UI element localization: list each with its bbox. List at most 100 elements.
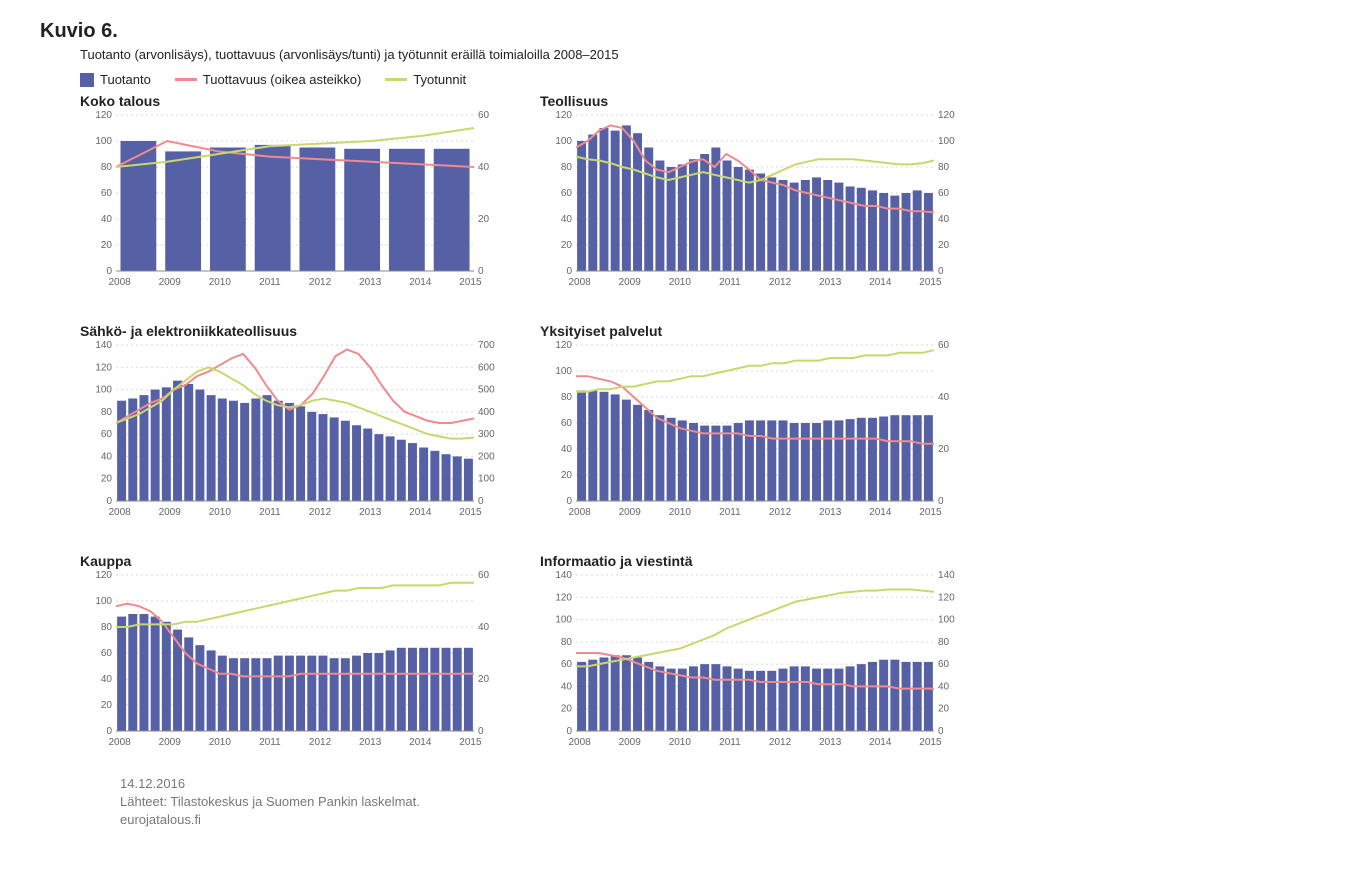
svg-text:0: 0 xyxy=(566,496,572,507)
svg-text:60: 60 xyxy=(478,111,490,121)
svg-text:120: 120 xyxy=(95,571,112,581)
svg-text:2010: 2010 xyxy=(209,737,232,748)
svg-text:60: 60 xyxy=(478,571,490,581)
svg-text:2012: 2012 xyxy=(309,277,332,288)
svg-text:20: 20 xyxy=(938,704,950,715)
chart-title-sahko: Sähkö- ja elektroniikkateollisuus xyxy=(80,323,510,339)
legend-line2-swatch xyxy=(385,78,407,81)
svg-text:2014: 2014 xyxy=(869,737,892,748)
svg-text:2011: 2011 xyxy=(259,507,281,518)
chart-title-kauppa: Kauppa xyxy=(80,553,510,569)
svg-text:60: 60 xyxy=(561,188,573,199)
svg-text:20: 20 xyxy=(938,240,950,251)
chart-kauppa: Kauppa 020406080100120020406020082009201… xyxy=(80,553,510,763)
svg-text:2011: 2011 xyxy=(259,737,281,748)
svg-text:2010: 2010 xyxy=(669,277,692,288)
svg-text:0: 0 xyxy=(566,266,572,277)
svg-text:2012: 2012 xyxy=(309,507,332,518)
svg-text:2011: 2011 xyxy=(719,507,741,518)
svg-text:40: 40 xyxy=(561,444,573,455)
svg-text:20: 20 xyxy=(561,240,573,251)
svg-text:80: 80 xyxy=(101,162,113,173)
svg-text:2010: 2010 xyxy=(669,737,692,748)
footer-site: eurojatalous.fi xyxy=(120,811,1308,829)
svg-text:40: 40 xyxy=(938,681,950,692)
chart-title-teollisuus: Teollisuus xyxy=(540,93,970,109)
svg-text:100: 100 xyxy=(555,615,572,626)
svg-text:0: 0 xyxy=(478,726,484,737)
svg-text:20: 20 xyxy=(478,674,490,685)
svg-text:200: 200 xyxy=(478,451,495,462)
svg-text:2008: 2008 xyxy=(108,277,131,288)
chart-sahko: Sähkö- ja elektroniikkateollisuus 020406… xyxy=(80,323,510,533)
svg-text:2008: 2008 xyxy=(108,507,131,518)
svg-text:60: 60 xyxy=(101,429,113,440)
svg-text:80: 80 xyxy=(561,162,573,173)
svg-text:2011: 2011 xyxy=(719,737,741,748)
legend-bar-swatch xyxy=(80,73,94,87)
charts-grid: Koko talous 0 20 40 60 80 100 120 0 20 40 60 2008 20… xyxy=(80,93,1308,763)
svg-text:80: 80 xyxy=(938,637,950,648)
svg-text:120: 120 xyxy=(95,362,112,373)
svg-text:2008: 2008 xyxy=(568,737,591,748)
svg-text:140: 140 xyxy=(938,571,955,581)
svg-text:120: 120 xyxy=(938,111,955,121)
svg-text:80: 80 xyxy=(101,407,113,418)
svg-text:80: 80 xyxy=(101,622,113,633)
svg-text:0: 0 xyxy=(106,266,112,277)
svg-text:120: 120 xyxy=(95,111,112,121)
svg-text:2009: 2009 xyxy=(159,277,182,288)
chart-palvelut: Yksityiset palvelut 02040608010012002040… xyxy=(540,323,970,533)
svg-text:40: 40 xyxy=(478,162,490,173)
chart-title-palvelut: Yksityiset palvelut xyxy=(540,323,970,339)
svg-text:300: 300 xyxy=(478,429,495,440)
chart-svg-teollisuus: 0204060801001200204060801001202008200920… xyxy=(540,111,970,291)
svg-text:20: 20 xyxy=(561,704,573,715)
svg-text:100: 100 xyxy=(555,136,572,147)
svg-text:100: 100 xyxy=(938,615,955,626)
svg-text:60: 60 xyxy=(938,188,950,199)
svg-text:40: 40 xyxy=(561,214,573,225)
chart-svg-sahko: 0204060801001201400100200300400500600700… xyxy=(80,341,510,521)
svg-text:2010: 2010 xyxy=(209,277,232,288)
svg-text:100: 100 xyxy=(95,385,112,396)
svg-text:2014: 2014 xyxy=(409,737,432,748)
svg-text:2013: 2013 xyxy=(819,737,842,748)
legend-line2-label: Tyotunnit xyxy=(413,72,466,87)
svg-text:40: 40 xyxy=(938,214,950,225)
svg-text:2015: 2015 xyxy=(919,737,942,748)
chart-svg-palvelut: 0204060801001200204060200820092010201120… xyxy=(540,341,970,521)
chart-svg-kauppa: 0204060801001200204060200820092010201120… xyxy=(80,571,510,751)
footer: 14.12.2016 Lähteet: Tilastokeskus ja Suo… xyxy=(120,775,1308,830)
page-title: Kuvio 6. xyxy=(40,20,1308,43)
legend-bar: Tuotanto xyxy=(80,72,151,87)
svg-text:2015: 2015 xyxy=(459,507,482,518)
svg-text:100: 100 xyxy=(95,596,112,607)
svg-text:2008: 2008 xyxy=(108,737,131,748)
footer-source: Lähteet: Tilastokeskus ja Suomen Pankin … xyxy=(120,793,1308,811)
chart-title-informaatio: Informaatio ja viestintä xyxy=(540,553,970,569)
svg-text:500: 500 xyxy=(478,385,495,396)
svg-text:60: 60 xyxy=(938,341,950,351)
svg-text:100: 100 xyxy=(938,136,955,147)
svg-text:0: 0 xyxy=(938,266,944,277)
svg-text:2013: 2013 xyxy=(359,507,382,518)
legend-line1: Tuottavuus (oikea asteikko) xyxy=(175,72,361,87)
svg-text:0: 0 xyxy=(478,266,484,277)
chart-title-koko: Koko talous xyxy=(80,93,510,109)
svg-text:20: 20 xyxy=(101,474,113,485)
svg-text:2009: 2009 xyxy=(159,507,182,518)
svg-text:20: 20 xyxy=(478,214,490,225)
legend-line1-label: Tuottavuus (oikea asteikko) xyxy=(203,72,361,87)
svg-text:80: 80 xyxy=(561,637,573,648)
svg-text:60: 60 xyxy=(561,659,573,670)
svg-text:2014: 2014 xyxy=(869,277,892,288)
svg-text:2015: 2015 xyxy=(919,507,942,518)
svg-text:40: 40 xyxy=(938,392,950,403)
svg-text:40: 40 xyxy=(101,451,113,462)
svg-text:400: 400 xyxy=(478,407,495,418)
legend-bar-label: Tuotanto xyxy=(100,72,151,87)
svg-text:120: 120 xyxy=(555,341,572,351)
svg-text:2012: 2012 xyxy=(769,737,792,748)
svg-text:2015: 2015 xyxy=(459,737,482,748)
